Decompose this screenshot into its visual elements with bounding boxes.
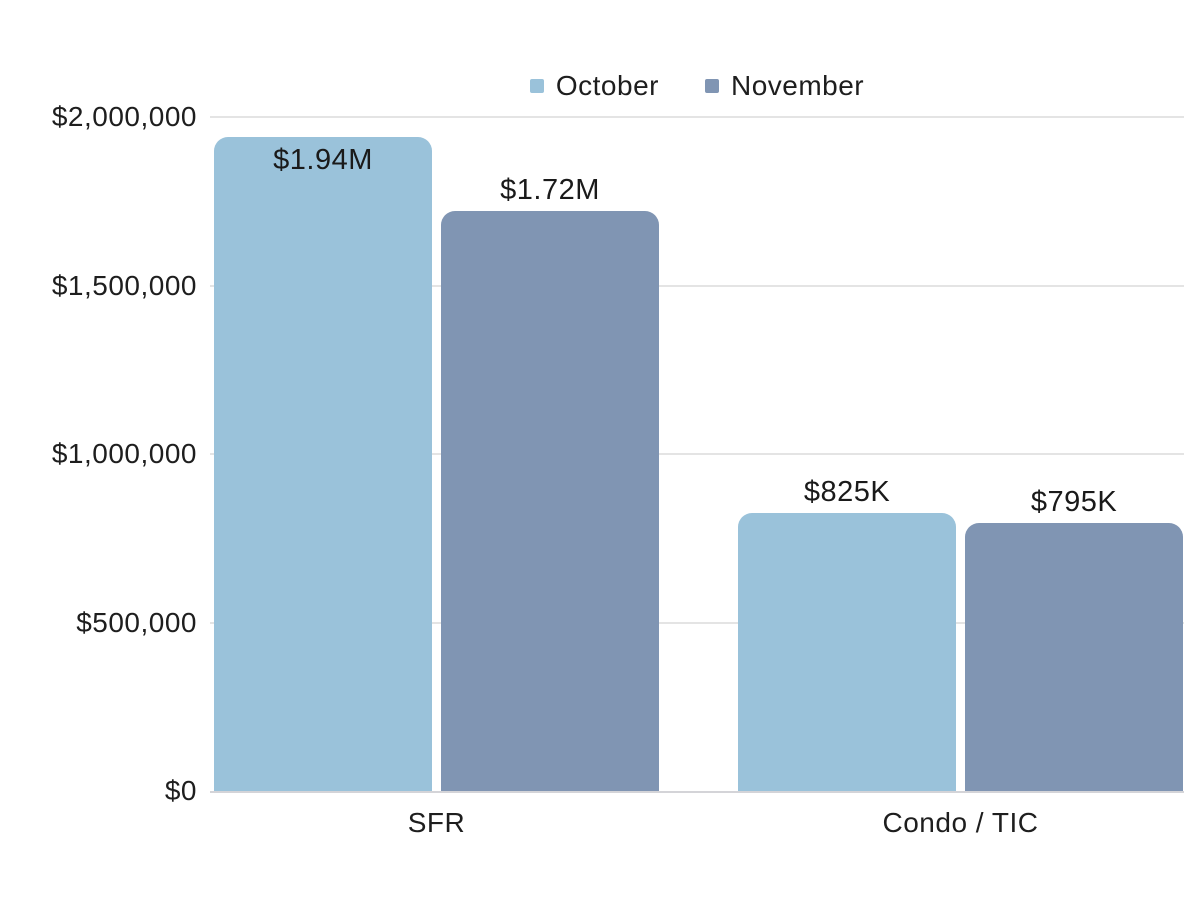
data-label: $1.72M (500, 174, 600, 206)
y-tick-label: $500,000 (76, 606, 197, 638)
plot-area: $1.94M $1.72M $825K $795K (210, 0, 1184, 793)
legend-item-october: October (529, 70, 659, 102)
gridline (210, 621, 1184, 624)
gridline (210, 284, 1184, 287)
x-axis-line (210, 791, 1184, 793)
legend-label: November (730, 70, 865, 101)
legend-label: October (555, 70, 659, 101)
y-tick-label: $0 (164, 775, 197, 806)
data-label: $825K (803, 476, 891, 508)
y-tick-label: $2,000,000 (51, 101, 197, 132)
bar-october-sfr (214, 137, 432, 791)
gridline (210, 453, 1184, 455)
x-category-label: Condo / TIC (882, 807, 1039, 838)
y-tick-label: $1,500,000 (51, 269, 197, 301)
bar-november-sfr (441, 211, 659, 791)
bar-november-condo-tic (965, 523, 1183, 791)
legend-swatch-icon (529, 79, 544, 93)
y-tick-label: $1,000,000 (51, 438, 197, 469)
x-category-label: SFR (407, 807, 466, 838)
legend-swatch-icon (704, 79, 719, 93)
bar-october-condo-tic (738, 513, 956, 791)
y-axis-labels: $2,000,000 $1,500,000 $1,000,000 $500,000 $0 (0, 0, 197, 900)
legend: October November (210, 66, 1184, 106)
legend-item-november: November (704, 70, 865, 102)
gridline (210, 116, 1184, 118)
data-label: $1.94M (273, 144, 373, 176)
data-label: $795K (1030, 486, 1118, 518)
